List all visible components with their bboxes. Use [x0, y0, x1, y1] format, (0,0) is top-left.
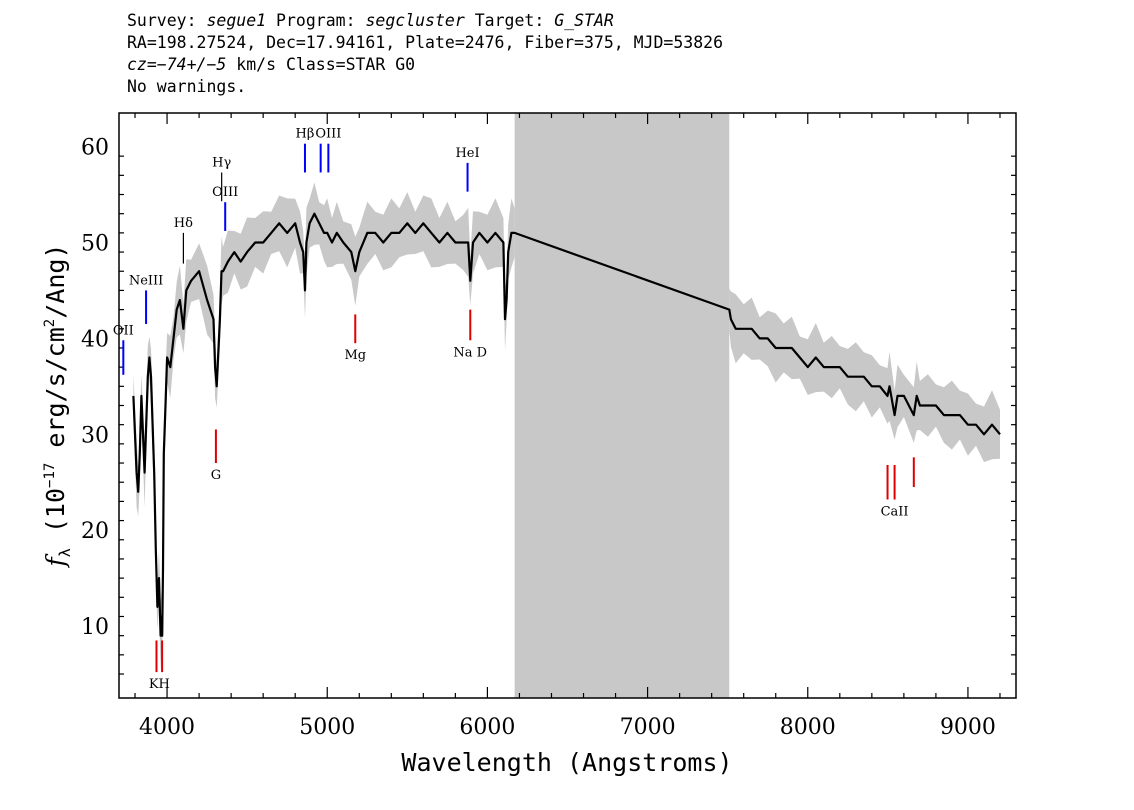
y-axis-title: fλ (10−17 erg/s/cm2/Ang)	[41, 244, 74, 569]
line-label: CaII	[881, 504, 909, 519]
program-value: segcluster	[365, 11, 465, 30]
survey-label: Survey:	[127, 11, 197, 30]
y-tick-label: 40	[81, 327, 109, 352]
x-tick-label: 6000	[459, 715, 515, 740]
line-label: KH	[149, 677, 170, 692]
line-label: NeIII	[129, 273, 163, 288]
cz-value: =−74+/−5	[146, 55, 227, 74]
survey-value: segue1	[206, 11, 267, 30]
x-tick-label: 7000	[620, 715, 676, 740]
line-label: Hγ	[212, 155, 231, 170]
x-tick-label: 9000	[940, 715, 996, 740]
flux-line	[132, 212, 1001, 637]
line-label: OII	[113, 323, 134, 338]
error-band-red	[729, 288, 1000, 463]
line-label: G	[211, 468, 221, 483]
target-value: G_STAR	[554, 11, 614, 30]
y-tick-label: 50	[81, 231, 109, 256]
cz-rest: km/s Class=STAR G0	[226, 55, 416, 74]
x-axis-title: Wavelength (Angstroms)	[401, 748, 732, 777]
error-band-blue	[133, 182, 515, 671]
line-label: Hδ	[174, 216, 193, 231]
line-label: OIII	[315, 127, 341, 142]
cz-label: cz	[127, 55, 147, 74]
y-tick-label: 10	[81, 615, 109, 640]
y-tick-label: 60	[81, 136, 109, 161]
header-line-2: RA=198.27524, Dec=17.94161, Plate=2476, …	[127, 33, 724, 52]
line-label: HeI	[455, 146, 479, 161]
header-line-3: cz=−74+/−5 km/s Class=STAR G0	[127, 54, 723, 76]
line-label: Na D	[453, 345, 487, 360]
header-line-1: Survey: segue1 Program: segcluster Targe…	[127, 10, 723, 32]
y-tick-label: 20	[81, 519, 109, 544]
line-label: Hβ	[296, 127, 315, 142]
masked-region	[514, 113, 730, 698]
x-tick-label: 8000	[780, 715, 836, 740]
spectrum-header: Survey: segue1 Program: segcluster Targe…	[127, 10, 723, 98]
x-tick-label: 5000	[299, 715, 355, 740]
plot-area	[132, 113, 1001, 698]
line-label: OIII	[212, 185, 238, 200]
target-label: Target:	[474, 11, 545, 30]
program-label: Program:	[276, 11, 356, 30]
header-line-4: No warnings.	[127, 77, 247, 96]
line-label: Mg	[344, 348, 366, 363]
x-tick-label: 4000	[139, 715, 195, 740]
axes: 4000 5000 6000 7000 8000 9000 10 20 30 40 50 60	[81, 112, 1017, 740]
y-tick-label: 30	[81, 423, 109, 448]
